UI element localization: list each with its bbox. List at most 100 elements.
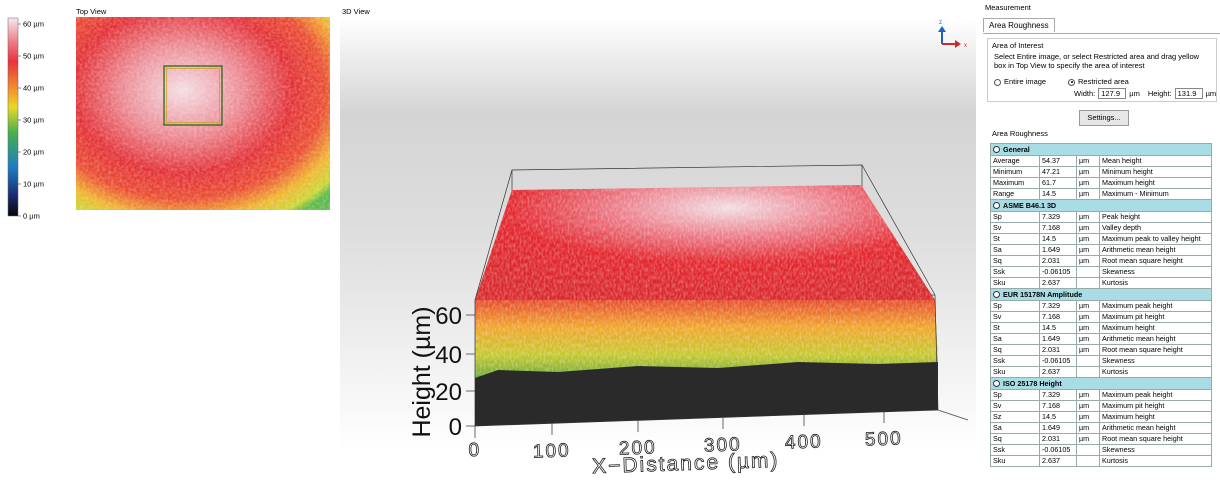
section-cell: EUR 15178N Amplitude — [990, 288, 1212, 301]
param-value: 2.637 — [1039, 366, 1077, 378]
table-row: Sq 2.031 µm Root mean square height — [990, 255, 1212, 267]
height-label: Height: — [1147, 89, 1172, 98]
param-value: 7.329 — [1039, 300, 1077, 312]
param-unit — [1076, 355, 1100, 367]
param-unit: µm — [1076, 177, 1100, 189]
param-unit: µm — [1076, 233, 1100, 245]
param-value: 7.329 — [1039, 389, 1077, 401]
section-cell: ASME B46.1 3D — [990, 199, 1212, 212]
height-input[interactable]: 131.9 — [1174, 88, 1203, 99]
z-tick-labels: 0 20 40 60 — [435, 303, 462, 441]
z-tick-label: 0 — [449, 414, 462, 441]
option-label: Restricted area — [1078, 77, 1129, 86]
param-value: 47.21 — [1039, 166, 1077, 178]
height-unit: µm — [1205, 89, 1217, 98]
x-tick-label: 200 — [619, 437, 657, 459]
x-tick-label: 100 — [533, 440, 571, 462]
section-cell: ISO 25178 Height — [990, 377, 1212, 390]
table-row: Sz 14.5 µm Maximum height — [990, 411, 1212, 423]
radio[interactable] — [1068, 78, 1075, 86]
param-desc: Maximum height — [1099, 411, 1212, 423]
z-axis-label: Height (µm) — [408, 306, 436, 437]
param-value: 7.168 — [1039, 400, 1077, 412]
view-3d: 3D View 0 20 40 60 0 100 200 300 400 500 Height … — [340, 7, 976, 501]
param-value: 14.5 — [1039, 411, 1077, 423]
param-desc: Maximum height — [1099, 322, 1212, 334]
param-name: Sp — [990, 300, 1040, 312]
table-row: Minimum 47.21 µm Minimum height — [990, 166, 1212, 178]
top-view-texture — [76, 17, 330, 210]
param-unit: µm — [1076, 166, 1100, 178]
param-value: 7.168 — [1039, 222, 1077, 234]
param-desc: Maximum pit height — [1099, 311, 1212, 323]
table-row: Sv 7.168 µm Maximum pit height — [990, 311, 1212, 323]
axis-ticks — [466, 314, 969, 438]
param-name: Sp — [990, 389, 1040, 401]
section-name: EUR 15178N Amplitude — [1003, 289, 1083, 299]
param-value: 1.649 — [1039, 422, 1077, 434]
param-name: Sku — [990, 366, 1040, 378]
wire-line — [474, 294, 939, 427]
param-unit: µm — [1076, 322, 1100, 334]
param-name: Sv — [990, 222, 1040, 234]
axis-icon-z-head — [938, 26, 946, 32]
width-unit: µm — [1129, 89, 1140, 98]
table-row: Sv 7.168 µm Valley depth — [990, 222, 1212, 234]
param-unit: µm — [1076, 255, 1100, 267]
surface-texture — [475, 185, 938, 378]
param-name: Sku — [990, 277, 1040, 289]
param-unit: µm — [1076, 422, 1100, 434]
option-restricted[interactable]: Restricted area — [1068, 77, 1129, 86]
wire-line — [861, 164, 936, 296]
width-label: Width: — [1074, 89, 1096, 98]
x-tick-label: 300 — [704, 434, 742, 456]
color-bar-label: 50 µm — [23, 52, 44, 61]
area-box[interactable] — [163, 65, 223, 126]
color-bar-label: 20 µm — [23, 148, 44, 157]
param-unit: µm — [1076, 300, 1100, 312]
param-unit: µm — [1076, 344, 1100, 356]
param-name: Average — [990, 155, 1040, 167]
param-name: Sq — [990, 344, 1040, 356]
radio[interactable] — [994, 78, 1001, 86]
top-view-area: 60 µm 50 µm 40 µm 30 µm 20 µm 10 µm 0 µm Top V… — [7, 7, 330, 221]
table-row: Ssk -0.06105 Skewness — [990, 266, 1212, 278]
tab[interactable]: Area Roughness — [983, 18, 1055, 32]
section-name: ASME B46.1 3D — [1003, 200, 1057, 210]
collapse-icon[interactable] — [993, 291, 1000, 299]
param-desc: Maximum peak height — [1099, 300, 1212, 312]
measurement-panel: Measurement Area Roughness Area of Inter… — [983, 0, 1220, 501]
param-value: 14.5 — [1039, 322, 1077, 334]
param-desc: Peak height — [1099, 211, 1212, 223]
param-desc: Mean height — [1099, 155, 1212, 167]
param-desc: Maximum - Minimum — [1099, 188, 1212, 200]
section-header: ISO 25178 Height — [990, 377, 1212, 390]
param-value: 2.031 — [1039, 344, 1077, 356]
param-unit — [1076, 277, 1100, 289]
x-tick-label: 500 — [865, 428, 903, 450]
param-value: 1.649 — [1039, 333, 1077, 345]
param-name: Sv — [990, 311, 1040, 323]
table-row: Range 14.5 µm Maximum - Minimum — [990, 188, 1212, 200]
x-tick-labels: 0 100 200 300 400 500 — [468, 428, 904, 463]
width-input[interactable]: 127.9 — [1098, 88, 1127, 99]
table-row: Ssk -0.06105 Skewness — [990, 355, 1212, 367]
param-value: 61.7 — [1039, 177, 1077, 189]
collapse-icon[interactable] — [993, 146, 1000, 154]
wireframe-front — [474, 164, 939, 427]
collapse-icon[interactable] — [993, 202, 1000, 210]
tab-border — [983, 33, 1220, 34]
color-bar — [7, 17, 19, 217]
param-value: 7.168 — [1039, 311, 1077, 323]
param-name: Sq — [990, 433, 1040, 445]
table-row: Maximum 61.7 µm Maximum height — [990, 177, 1212, 189]
param-desc: Maximum height — [1099, 177, 1212, 189]
param-unit: µm — [1076, 333, 1100, 345]
axis-icon[interactable]: z x — [938, 20, 967, 49]
param-value: -0.06105 — [1039, 355, 1077, 367]
color-bar-label: 10 µm — [23, 180, 44, 189]
settings-button[interactable]: Settings... — [1079, 110, 1129, 126]
option-entire[interactable]: Entire image — [994, 77, 1046, 86]
z-tick-label: 60 — [435, 303, 462, 330]
collapse-icon[interactable] — [993, 380, 1000, 388]
